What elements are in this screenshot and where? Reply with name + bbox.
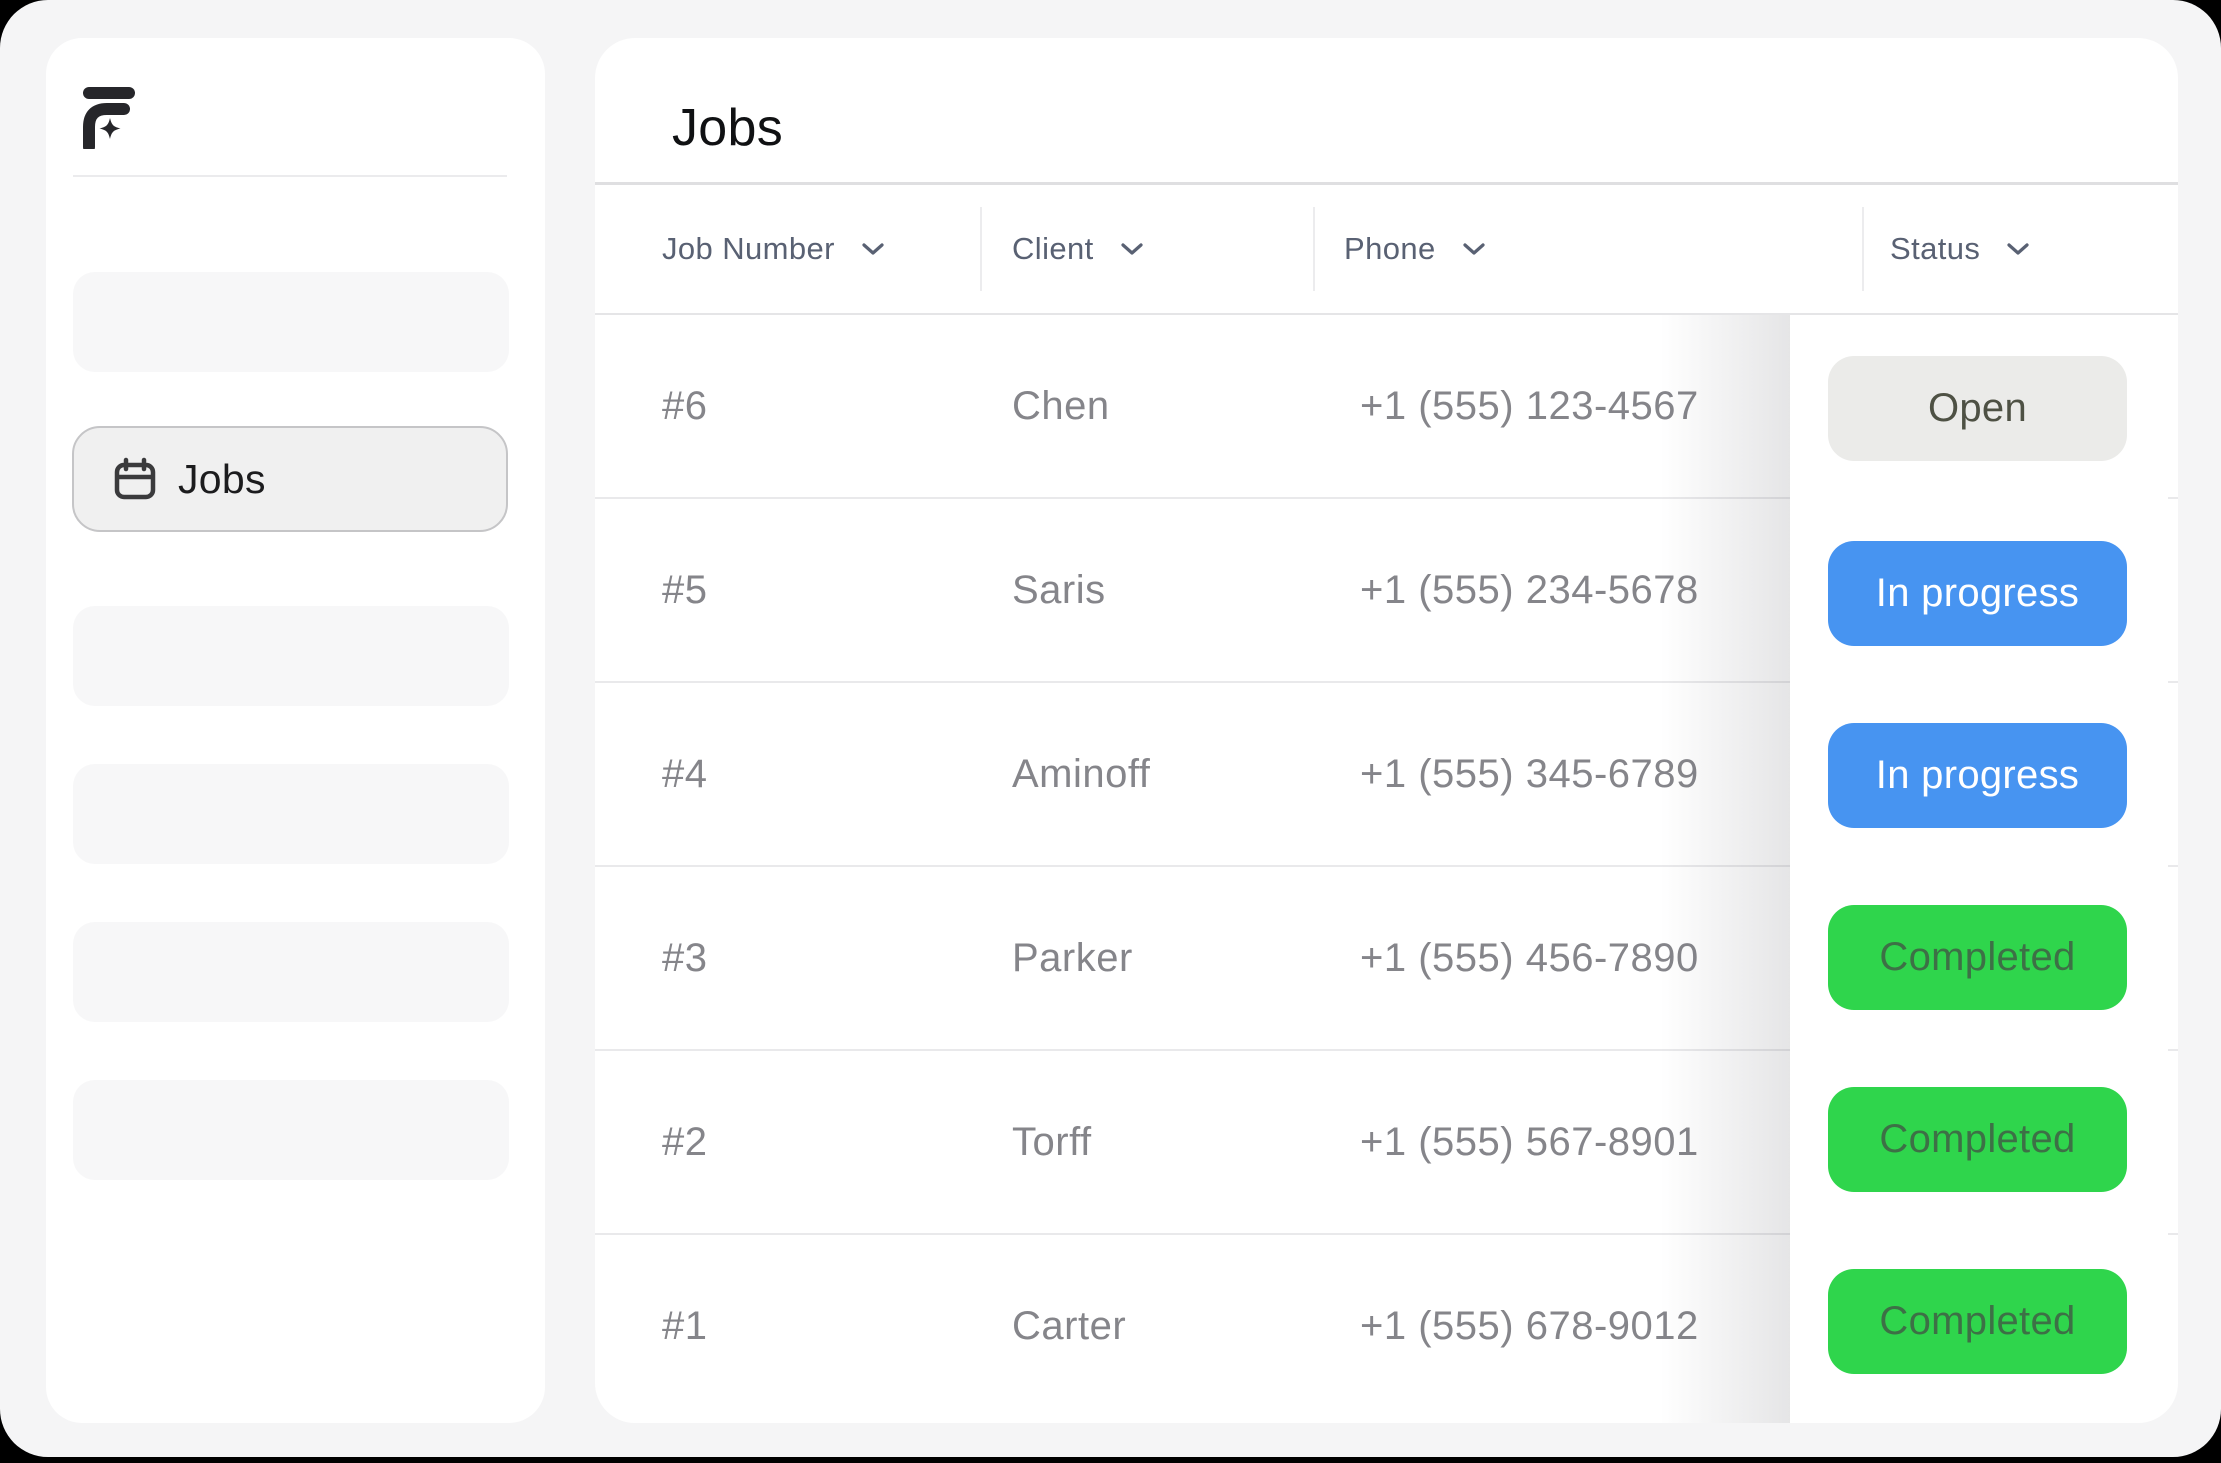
client-cell: Carter: [1012, 1303, 1127, 1348]
column-header-label: Status: [1890, 231, 1981, 266]
chevron-down-icon: [2007, 243, 2029, 255]
sidebar-skeleton-item: [73, 272, 509, 372]
column-separator: [1862, 207, 1864, 291]
status-badge[interactable]: In progress: [1828, 541, 2127, 646]
phone-cell: +1 (555) 123-4567: [1360, 383, 1699, 428]
client-cell: Aminoff: [1012, 751, 1151, 796]
phone-cell: +1 (555) 234-5678: [1360, 567, 1699, 612]
sidebar-skeleton-item: [73, 606, 509, 706]
page-title: Jobs: [672, 99, 784, 157]
job-number-cell: #5: [662, 567, 708, 612]
sidebar-item-jobs-label: Jobs: [178, 455, 266, 502]
column-header-label: Phone: [1344, 231, 1436, 266]
sidebar-divider: [73, 175, 507, 177]
job-number-cell: #6: [662, 383, 708, 428]
client-cell: Saris: [1012, 567, 1106, 612]
client-cell: Parker: [1012, 935, 1133, 980]
client-cell: Chen: [1012, 383, 1110, 428]
phone-cell: +1 (555) 567-8901: [1360, 1119, 1699, 1164]
column-separator: [980, 207, 982, 291]
column-header-client[interactable]: Client: [1012, 185, 1144, 313]
column-header-status[interactable]: Status: [1890, 185, 2030, 313]
job-number-cell: #4: [662, 751, 708, 796]
table-row[interactable]: #3 Parker +1 (555) 456-7890: [595, 865, 2178, 1049]
column-header-phone[interactable]: Phone: [1344, 185, 1486, 313]
chevron-down-icon: [1463, 243, 1485, 255]
table-row[interactable]: #5 Saris +1 (555) 234-5678: [595, 497, 2178, 681]
jobs-panel: Jobs Job Number Client Phone Status: [595, 38, 2178, 1423]
table-row[interactable]: #1 Carter +1 (555) 678-9012: [595, 1233, 2178, 1417]
phone-cell: +1 (555) 345-6789: [1360, 751, 1699, 796]
table-row[interactable]: #6 Chen +1 (555) 123-4567: [595, 315, 2178, 497]
column-header-job-number[interactable]: Job Number: [662, 185, 885, 313]
client-cell: Torff: [1012, 1119, 1092, 1164]
status-badge[interactable]: Open: [1828, 356, 2127, 461]
column-header-label: Client: [1012, 231, 1094, 266]
sidebar-item-jobs[interactable]: Jobs: [72, 426, 508, 532]
job-number-cell: #3: [662, 935, 708, 980]
status-badge[interactable]: Completed: [1828, 1087, 2127, 1192]
table-header: Job Number Client Phone Status: [595, 185, 2178, 313]
header-divider: [595, 313, 2178, 315]
status-pinned-column: Open In progress In progress Completed Compl…: [1790, 315, 2168, 1423]
sidebar-skeleton-item: [73, 764, 509, 864]
job-number-cell: #1: [662, 1303, 708, 1348]
chevron-down-icon: [1121, 243, 1143, 255]
status-badge[interactable]: Completed: [1828, 905, 2127, 1010]
phone-cell: +1 (555) 456-7890: [1360, 935, 1699, 980]
table-row[interactable]: #2 Torff +1 (555) 567-8901: [595, 1049, 2178, 1233]
chevron-down-icon: [862, 243, 884, 255]
column-header-label: Job Number: [662, 231, 835, 266]
calendar-icon: [114, 457, 156, 500]
app-logo-icon: [83, 87, 135, 149]
status-badge[interactable]: In progress: [1828, 723, 2127, 828]
status-badge[interactable]: Completed: [1828, 1269, 2127, 1374]
job-number-cell: #2: [662, 1119, 708, 1164]
column-separator: [1313, 207, 1315, 291]
title-divider: [595, 182, 2178, 185]
phone-cell: +1 (555) 678-9012: [1360, 1303, 1699, 1348]
sidebar-skeleton-item: [73, 922, 509, 1022]
jobs-table-body: #6 Chen +1 (555) 123-4567 #5 Saris +1 (555) 2…: [595, 315, 2178, 1417]
sidebar: Jobs: [46, 38, 545, 1423]
sidebar-skeleton-item: [73, 1080, 509, 1180]
table-row[interactable]: #4 Aminoff +1 (555) 345-6789: [595, 681, 2178, 865]
